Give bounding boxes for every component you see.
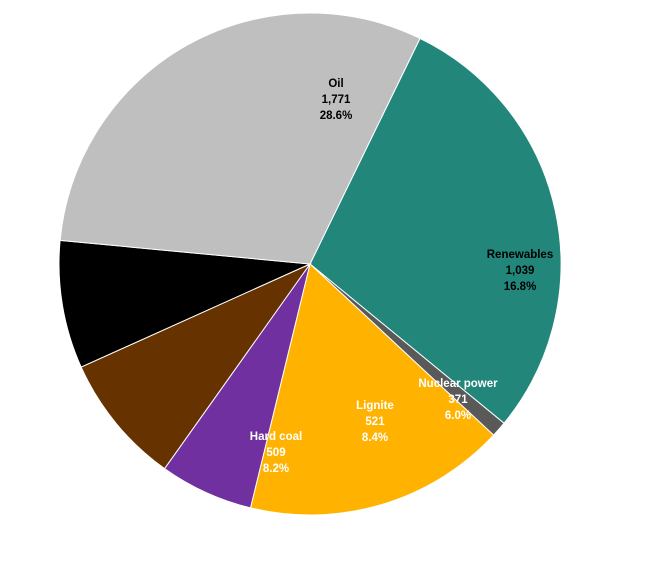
- slice-value-label: 521: [365, 416, 385, 428]
- slice-label: Oil 1,771 28.6%: [320, 78, 353, 122]
- pie-slice: [59, 12, 421, 265]
- slice-label: Hard coal 509 8.2%: [250, 431, 302, 475]
- slice-label: Nuclear power 371 6.0%: [418, 378, 498, 422]
- slice-value-label: 1,771: [322, 94, 351, 106]
- slice-percent-label: 6.0%: [445, 410, 471, 422]
- slice-percent-label: 8.2%: [263, 463, 289, 475]
- slice-name-label: Oil: [328, 78, 343, 90]
- slices-layer: [58, 12, 562, 516]
- slice-name-label: Nuclear power: [418, 378, 498, 390]
- labels-layer: Oil 1,771 28.6% Renewables 1,039 16.8% Nuclear…: [146, 78, 553, 475]
- slice-percent-label: 28.6%: [320, 110, 353, 122]
- pie-slice: [58, 239, 312, 368]
- slice-percent-label: 16.8%: [504, 281, 537, 293]
- slice-label: Lignite 521 8.4%: [356, 400, 394, 444]
- slice-name-label: Lignite: [356, 400, 394, 412]
- pie-slice: [309, 37, 562, 424]
- slice-name-label: Renewables: [487, 249, 553, 261]
- slice-label: 天然ガス 30.6%: [146, 266, 214, 307]
- pie-slice: [80, 262, 312, 470]
- slice-percent-label: 8.4%: [362, 432, 388, 444]
- slice-value-label: 1,039: [506, 265, 535, 277]
- slice-percent-label: 30.6%: [164, 295, 197, 307]
- slice-name-label: Hard coal: [250, 431, 302, 443]
- slice-value-label: 509: [266, 447, 285, 459]
- pie-slice: [249, 263, 495, 516]
- slice-value-label: 371: [448, 394, 468, 406]
- slice-label: Renewables 1,039 16.8%: [487, 249, 553, 293]
- slice-name-label: 天然ガス: [146, 266, 214, 286]
